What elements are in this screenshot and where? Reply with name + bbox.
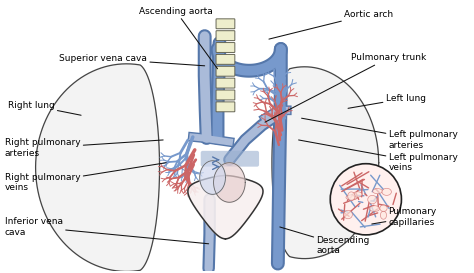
Ellipse shape [382,188,392,195]
Ellipse shape [381,211,386,219]
Polygon shape [188,176,263,239]
Polygon shape [272,67,379,259]
FancyBboxPatch shape [216,54,235,64]
Ellipse shape [373,189,383,194]
Text: Pulmonary trunk: Pulmonary trunk [265,54,426,122]
FancyBboxPatch shape [216,66,235,76]
FancyBboxPatch shape [216,102,235,112]
Ellipse shape [353,192,362,197]
Text: Superior vena cava: Superior vena cava [59,54,205,66]
Ellipse shape [380,205,387,212]
Text: Left pulmonary
veins: Left pulmonary veins [299,140,457,173]
Text: Aortic arch: Aortic arch [269,10,393,39]
Circle shape [330,164,401,235]
Ellipse shape [348,192,355,201]
Text: Right lung: Right lung [8,101,81,115]
FancyBboxPatch shape [216,78,235,88]
Ellipse shape [344,210,352,219]
Text: Pulmonary
capillaries: Pulmonary capillaries [372,207,437,227]
Ellipse shape [368,195,377,204]
FancyBboxPatch shape [216,90,235,100]
Polygon shape [36,64,160,271]
FancyBboxPatch shape [216,31,235,41]
Polygon shape [214,163,245,202]
Text: Ascending aorta: Ascending aorta [139,7,218,69]
FancyBboxPatch shape [216,19,235,29]
FancyBboxPatch shape [216,43,235,52]
Text: Inferior vena
cava: Inferior vena cava [5,217,209,244]
Text: Descending
aorta: Descending aorta [280,227,370,256]
FancyBboxPatch shape [201,151,259,167]
Ellipse shape [346,195,357,200]
Text: Left lung: Left lung [348,94,426,108]
Text: Left pulmonary
arteries: Left pulmonary arteries [301,118,457,150]
Text: Right pulmonary
veins: Right pulmonary veins [5,163,166,192]
Ellipse shape [369,206,380,212]
Polygon shape [200,161,226,194]
Text: Right pulmonary
arteries: Right pulmonary arteries [5,138,163,158]
